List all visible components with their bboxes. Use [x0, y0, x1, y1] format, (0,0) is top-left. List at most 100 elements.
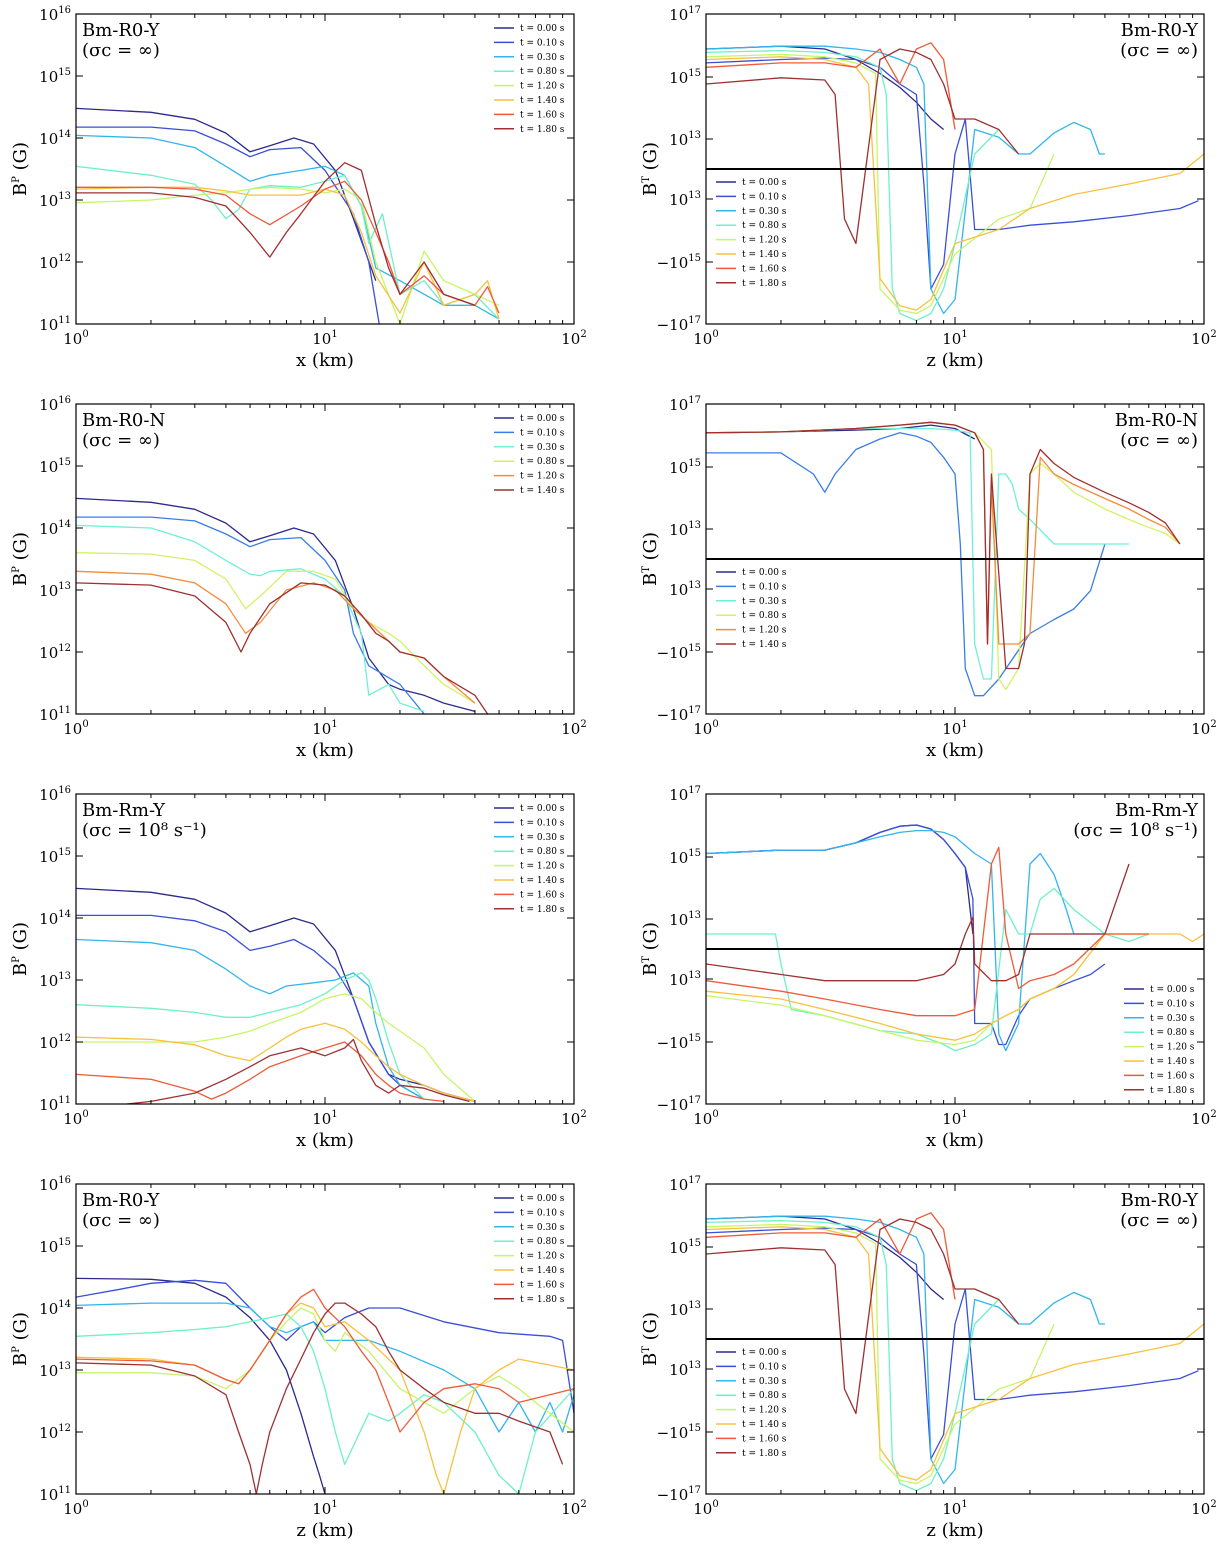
- x-tick-label: 100: [63, 329, 88, 348]
- legend-label: t = 1.40 s: [520, 486, 565, 496]
- legend-label: t = 1.40 s: [520, 1266, 565, 1276]
- x-tick-label: 101: [942, 1499, 967, 1518]
- legend-label: t = 0.10 s: [1150, 999, 1195, 1009]
- legend: t = 0.00 s t = 0.10 s t = 0.30 s t = 0.80 s…: [716, 1348, 787, 1459]
- series-line-2: [76, 516, 425, 714]
- legend: t = 0.00 s t = 0.10 s t = 0.30 s t = 0.80 s…: [494, 24, 565, 135]
- panel-title: Bm-R0-Y: [82, 20, 160, 41]
- legend-label: t = 0.00 s: [1150, 985, 1195, 995]
- legend-label: t = 1.20 s: [742, 236, 787, 246]
- series-line-4: [76, 165, 500, 320]
- series-line-4: [76, 1313, 574, 1494]
- series-line-1: [76, 887, 476, 1103]
- legend-label: t = 1.60 s: [742, 1434, 787, 1444]
- x-axis-label: x (km): [926, 1130, 984, 1151]
- legend-label: t = 1.40 s: [742, 250, 787, 260]
- chart-panel-4: 100 101 102 1017 1015 1013 1013 −1015 −1017 x (km…: [640, 395, 1217, 761]
- series-line-6: [76, 186, 500, 320]
- series-line-5: [706, 1223, 1055, 1485]
- x-axis-label: x (km): [296, 1130, 354, 1151]
- legend-label: t = 0.00 s: [742, 568, 787, 578]
- panel-subtitle: (σc = 10⁸ s⁻¹): [82, 820, 207, 841]
- series-line-3: [706, 1215, 1105, 1485]
- chart-panel-6: 100 101 102 1017 1015 1013 1013 −1015 −1017 x (km…: [640, 785, 1217, 1151]
- series-line-7: [706, 846, 1149, 1017]
- y-tick-label: 1015: [39, 847, 71, 866]
- y-tick-label: 1011: [39, 315, 71, 334]
- x-tick-label: 102: [1191, 329, 1216, 348]
- y-tick-label: 1015: [669, 848, 701, 867]
- legend-label: t = 1.40 s: [520, 96, 565, 106]
- x-tick-label: 102: [561, 1499, 586, 1518]
- legend-label: t = 1.60 s: [520, 110, 565, 120]
- x-tick-label: 100: [63, 1109, 88, 1128]
- series-line-8: [76, 1302, 564, 1494]
- legend-label: t = 1.80 s: [520, 1295, 565, 1305]
- legend-label: t = 1.80 s: [520, 905, 565, 915]
- y-tick-label: 1015: [39, 457, 71, 476]
- legend-label: t = 0.00 s: [520, 414, 565, 424]
- legend-label: t = 0.00 s: [742, 178, 787, 188]
- legend: t = 0.00 s t = 0.10 s t = 0.30 s t = 0.80 s…: [494, 804, 565, 915]
- panel-title: Bm-Rm-Y: [1115, 800, 1199, 821]
- series-line-1: [76, 107, 377, 281]
- series-line-7: [706, 1212, 956, 1300]
- y-tick-label: 1015: [39, 67, 71, 86]
- x-axis-label: x (km): [296, 740, 354, 761]
- x-tick-label: 101: [312, 719, 337, 738]
- legend-label: t = 1.40 s: [742, 1420, 787, 1430]
- series-line-6: [706, 56, 1204, 311]
- series-line-3: [706, 427, 1129, 680]
- series-group: [76, 887, 476, 1104]
- legend-label: t = 0.00 s: [742, 1348, 787, 1358]
- series-line-2: [706, 824, 1106, 1046]
- legend-label: t = 0.30 s: [520, 1223, 565, 1233]
- series-group: [706, 1212, 1204, 1492]
- panel-subtitle: (σc = ∞): [82, 430, 160, 451]
- series-line-1: [706, 45, 945, 131]
- series-line-6: [76, 1022, 476, 1103]
- x-tick-label: 102: [561, 1109, 586, 1128]
- series-line-4: [76, 972, 425, 1100]
- series-line-2: [76, 1279, 574, 1414]
- legend-label: t = 1.20 s: [520, 472, 565, 482]
- chart-panel-7: 100 101 102 1011 1012 1013 1014 1015 1016 z (km) B…: [10, 1175, 587, 1541]
- legend-label: t = 0.80 s: [742, 1391, 787, 1401]
- legend-label: t = 0.80 s: [742, 611, 787, 621]
- legend-label: t = 0.10 s: [520, 1208, 565, 1218]
- legend-label: t = 1.60 s: [520, 890, 565, 900]
- chart-panel-3: 100 101 102 1011 1012 1013 1014 1015 1016 x (km) B…: [10, 395, 587, 761]
- y-tick-label: 1011: [39, 1485, 71, 1504]
- series-line-8: [76, 162, 476, 306]
- y-tick-label: 1014: [39, 1299, 71, 1318]
- x-tick-label: 100: [693, 329, 718, 348]
- series-line-2: [706, 1227, 1199, 1460]
- legend-label: t = 0.80 s: [1150, 1028, 1195, 1038]
- legend-label: t = 1.80 s: [520, 125, 565, 135]
- series-line-2: [76, 126, 380, 324]
- y-tick-label: 1012: [39, 643, 71, 662]
- series-group: [706, 42, 1204, 322]
- legend-label: t = 0.30 s: [742, 207, 787, 217]
- series-line-8: [706, 1218, 1020, 1415]
- y-tick-label: −1017: [657, 1095, 701, 1114]
- y-tick-label: −1017: [657, 315, 701, 334]
- x-axis-label: z (km): [296, 1520, 353, 1541]
- legend-label: t = 0.30 s: [520, 443, 565, 453]
- legend-label: t = 1.40 s: [1150, 1057, 1195, 1067]
- series-line-5: [76, 186, 500, 324]
- y-tick-label: 1017: [669, 5, 701, 24]
- legend-label: t = 0.30 s: [1150, 1014, 1195, 1024]
- y-tick-label: −1015: [657, 1033, 701, 1052]
- y-axis-label: BT (G): [640, 142, 661, 196]
- x-axis-label: z (km): [926, 1520, 983, 1541]
- x-tick-label: 102: [1191, 1499, 1216, 1518]
- series-group: [76, 107, 500, 324]
- series-line-6: [76, 582, 489, 714]
- series-line-1: [706, 824, 974, 935]
- y-tick-label: 1016: [39, 785, 71, 804]
- series-line-5: [706, 53, 1055, 315]
- x-tick-label: 102: [1191, 1109, 1216, 1128]
- series-line-2: [706, 57, 1199, 290]
